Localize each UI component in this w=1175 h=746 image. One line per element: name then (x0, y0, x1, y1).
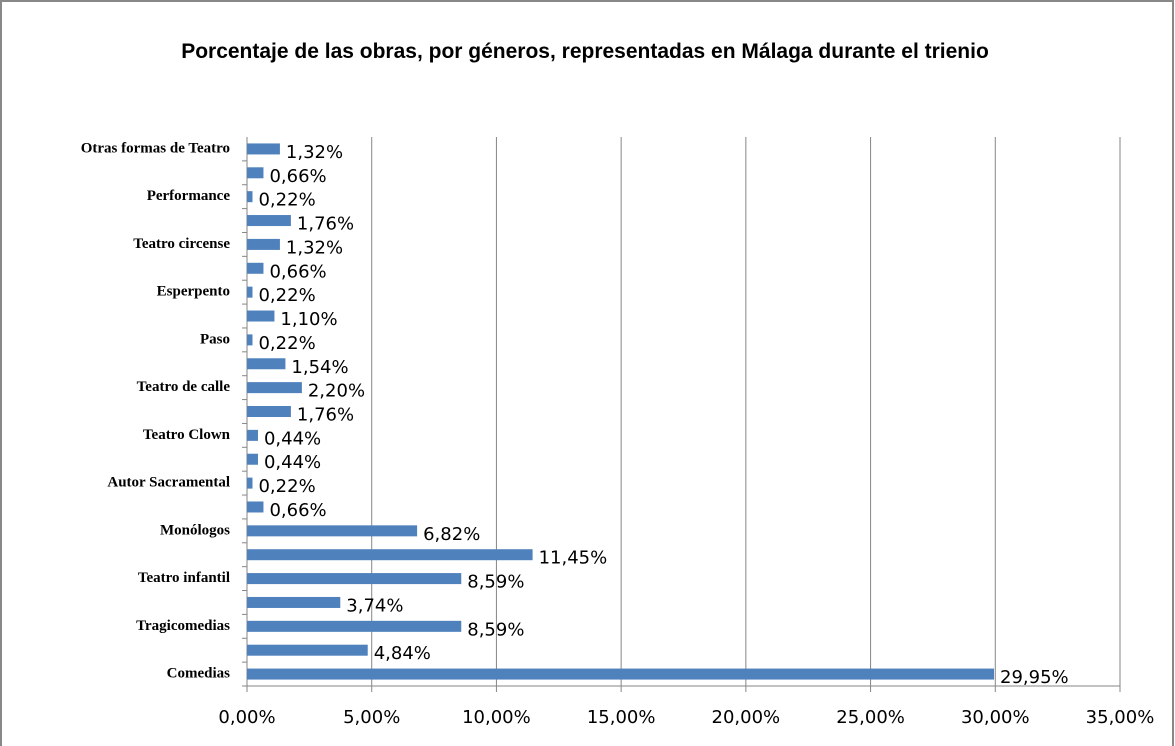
value-label: 1,76% (297, 214, 354, 235)
value-label: 1,54% (291, 357, 348, 378)
bar (247, 334, 253, 346)
bar (247, 620, 462, 632)
value-label: 8,59% (467, 572, 524, 593)
x-tick-label: 15,00% (587, 707, 656, 728)
value-label: 3,74% (346, 595, 403, 616)
value-label: 0,66% (269, 500, 326, 521)
bar (247, 453, 258, 465)
y-tick-label: Comedias (167, 666, 230, 682)
y-tick-label: Teatro Clown (143, 427, 231, 443)
bar (247, 525, 418, 537)
y-tick-label: Tragicomedias (136, 618, 230, 634)
bar (247, 549, 533, 561)
bar (247, 215, 291, 227)
value-label: 4,84% (374, 643, 431, 664)
bar (247, 286, 253, 298)
value-label: 0,22% (258, 476, 315, 497)
bar (247, 310, 275, 322)
y-tick-label: Teatro infantil (138, 570, 230, 586)
bar (247, 501, 264, 513)
bar (247, 596, 341, 608)
value-label: 1,32% (286, 142, 343, 163)
bar (247, 573, 462, 585)
y-tick-label: Paso (200, 331, 230, 347)
value-label: 0,22% (258, 285, 315, 306)
bar (247, 668, 995, 680)
chart-title: Porcentaje de las obras, por géneros, re… (181, 40, 989, 63)
bar (247, 382, 302, 394)
value-label: 0,66% (269, 166, 326, 187)
value-label: 11,45% (539, 548, 608, 569)
value-label: 6,82% (423, 524, 480, 545)
x-tick-label: 10,00% (462, 707, 531, 728)
value-label: 1,32% (286, 237, 343, 258)
x-tick-label: 0,00% (218, 707, 275, 728)
y-tick-label: Autor Sacramental (107, 475, 230, 491)
y-tick-label: Esperpento (157, 284, 230, 300)
bar (247, 429, 258, 441)
x-tick-label: 35,00% (1086, 707, 1155, 728)
x-tick-label: 5,00% (343, 707, 400, 728)
value-label: 0,44% (264, 428, 321, 449)
value-label: 0,22% (258, 333, 315, 354)
bar (247, 238, 280, 250)
y-tick-label: Teatro de calle (137, 379, 231, 395)
value-label: 1,10% (280, 309, 337, 330)
y-tick-label: Teatro circense (133, 236, 230, 252)
y-tick-label: Monólogos (160, 522, 230, 538)
bar (247, 477, 253, 489)
value-label: 0,22% (258, 190, 315, 211)
value-label: 1,76% (297, 405, 354, 426)
value-label: 29,95% (1000, 667, 1069, 688)
value-label: 2,20% (308, 381, 365, 402)
bar (247, 191, 253, 203)
bar (247, 143, 280, 155)
x-tick-label: 30,00% (961, 707, 1030, 728)
x-tick-label: 20,00% (712, 707, 781, 728)
y-tick-label: Performance (147, 188, 231, 204)
bar (247, 406, 291, 417)
y-tick-label: Otras formas de Teatro (81, 140, 230, 156)
bar (247, 358, 286, 370)
value-label: 0,66% (269, 261, 326, 282)
x-tick-label: 25,00% (836, 707, 905, 728)
value-label: 8,59% (467, 619, 524, 640)
bar (247, 262, 264, 274)
bar (247, 167, 264, 179)
value-label: 0,44% (264, 452, 321, 473)
bar (247, 644, 368, 656)
